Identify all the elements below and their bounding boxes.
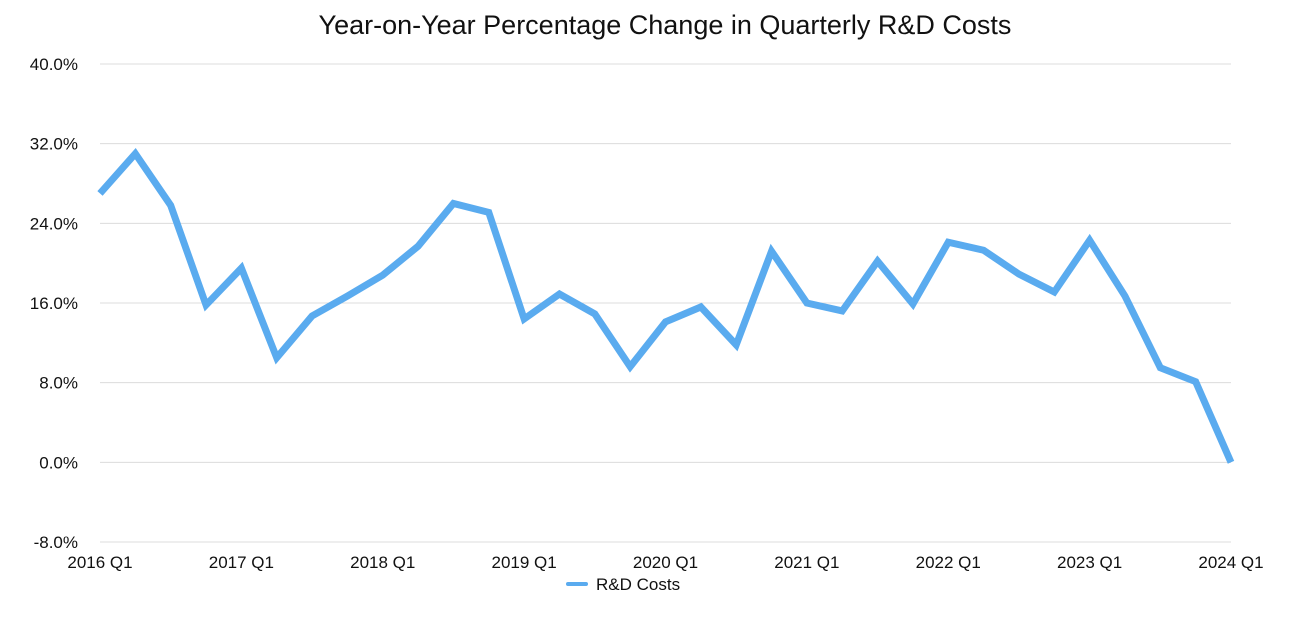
x-axis-ticks: 2016 Q1 2017 Q1 2018 Q1 2019 Q1 2020 Q1 2021 …	[67, 553, 1263, 572]
x-tick-label: 2019 Q1	[492, 553, 557, 572]
legend-label: R&D Costs	[596, 575, 680, 594]
gridlines	[100, 63, 1231, 543]
y-tick-label: 8.0%	[39, 374, 78, 393]
y-tick-label: 24.0%	[30, 214, 78, 233]
x-tick-label: 2022 Q1	[916, 553, 981, 572]
series-line-rd-costs	[97, 147, 1235, 464]
series-layer	[97, 147, 1235, 464]
x-tick-label: 2023 Q1	[1057, 553, 1122, 572]
x-tick-label: 2024 Q1	[1198, 553, 1263, 572]
y-tick-label: 40.0%	[30, 55, 78, 74]
y-tick-label: 0.0%	[39, 453, 78, 472]
chart-title: Year-on-Year Percentage Change in Quarte…	[319, 10, 1012, 40]
x-tick-label: 2021 Q1	[774, 553, 839, 572]
legend: R&D Costs	[566, 575, 680, 594]
y-tick-label: 16.0%	[30, 294, 78, 313]
y-tick-label: 32.0%	[30, 135, 78, 154]
x-tick-label: 2020 Q1	[633, 553, 698, 572]
y-tick-label: -8.0%	[34, 533, 78, 552]
x-tick-label: 2017 Q1	[209, 553, 274, 572]
y-axis-ticks: 40.0% 32.0% 24.0% 16.0% 8.0% 0.0% -8.0%	[30, 55, 78, 552]
x-tick-label: 2016 Q1	[67, 553, 132, 572]
x-tick-label: 2018 Q1	[350, 553, 415, 572]
